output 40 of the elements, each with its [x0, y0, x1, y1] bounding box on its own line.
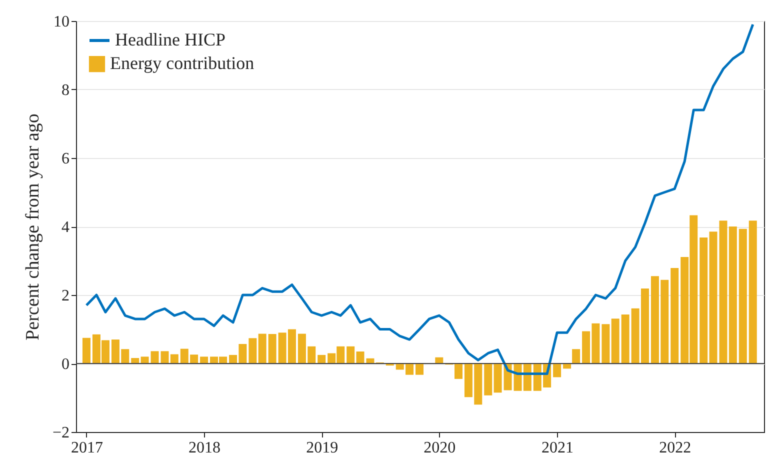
bar [170, 354, 178, 364]
x-tick-label: 2017 [70, 440, 103, 456]
bar [611, 318, 620, 364]
x-tick-label: 2020 [424, 440, 456, 456]
bar [200, 356, 208, 364]
bar [258, 334, 266, 364]
y-axis-title: Percent change from year ago [22, 114, 44, 340]
bar [248, 338, 257, 364]
line-series [85, 23, 754, 376]
y-tick-label: 6 [62, 150, 70, 168]
x-tick-label: 2019 [306, 440, 338, 456]
bar [700, 237, 708, 364]
y-tick-label: −2 [52, 424, 70, 442]
x-tick-label: 2022 [659, 440, 692, 456]
bar [670, 268, 679, 364]
bar [728, 226, 737, 364]
y-tick-label: 8 [62, 82, 70, 99]
bar [140, 356, 149, 364]
bar [621, 314, 630, 364]
legend-label: Energy contribution [110, 53, 254, 73]
x-tick-label: 2021 [542, 440, 574, 456]
y-tick-label: 4 [62, 219, 70, 236]
y-tick-label: 0 [62, 356, 70, 373]
x-tick-label: 2018 [188, 440, 221, 456]
bar [131, 358, 140, 364]
bar [553, 364, 562, 378]
legend-label: Headline HICP [115, 30, 226, 50]
bar [416, 364, 424, 375]
bar [268, 334, 276, 364]
bar [748, 220, 757, 364]
bar [318, 354, 326, 364]
bar [346, 346, 355, 364]
y-tick-label: 10 [54, 14, 70, 30]
bar [82, 338, 90, 364]
bar [572, 349, 580, 364]
bar [484, 364, 492, 396]
y-tick-label: 2 [62, 288, 70, 304]
bar [738, 228, 747, 364]
bar [494, 364, 502, 393]
bar [602, 324, 610, 364]
